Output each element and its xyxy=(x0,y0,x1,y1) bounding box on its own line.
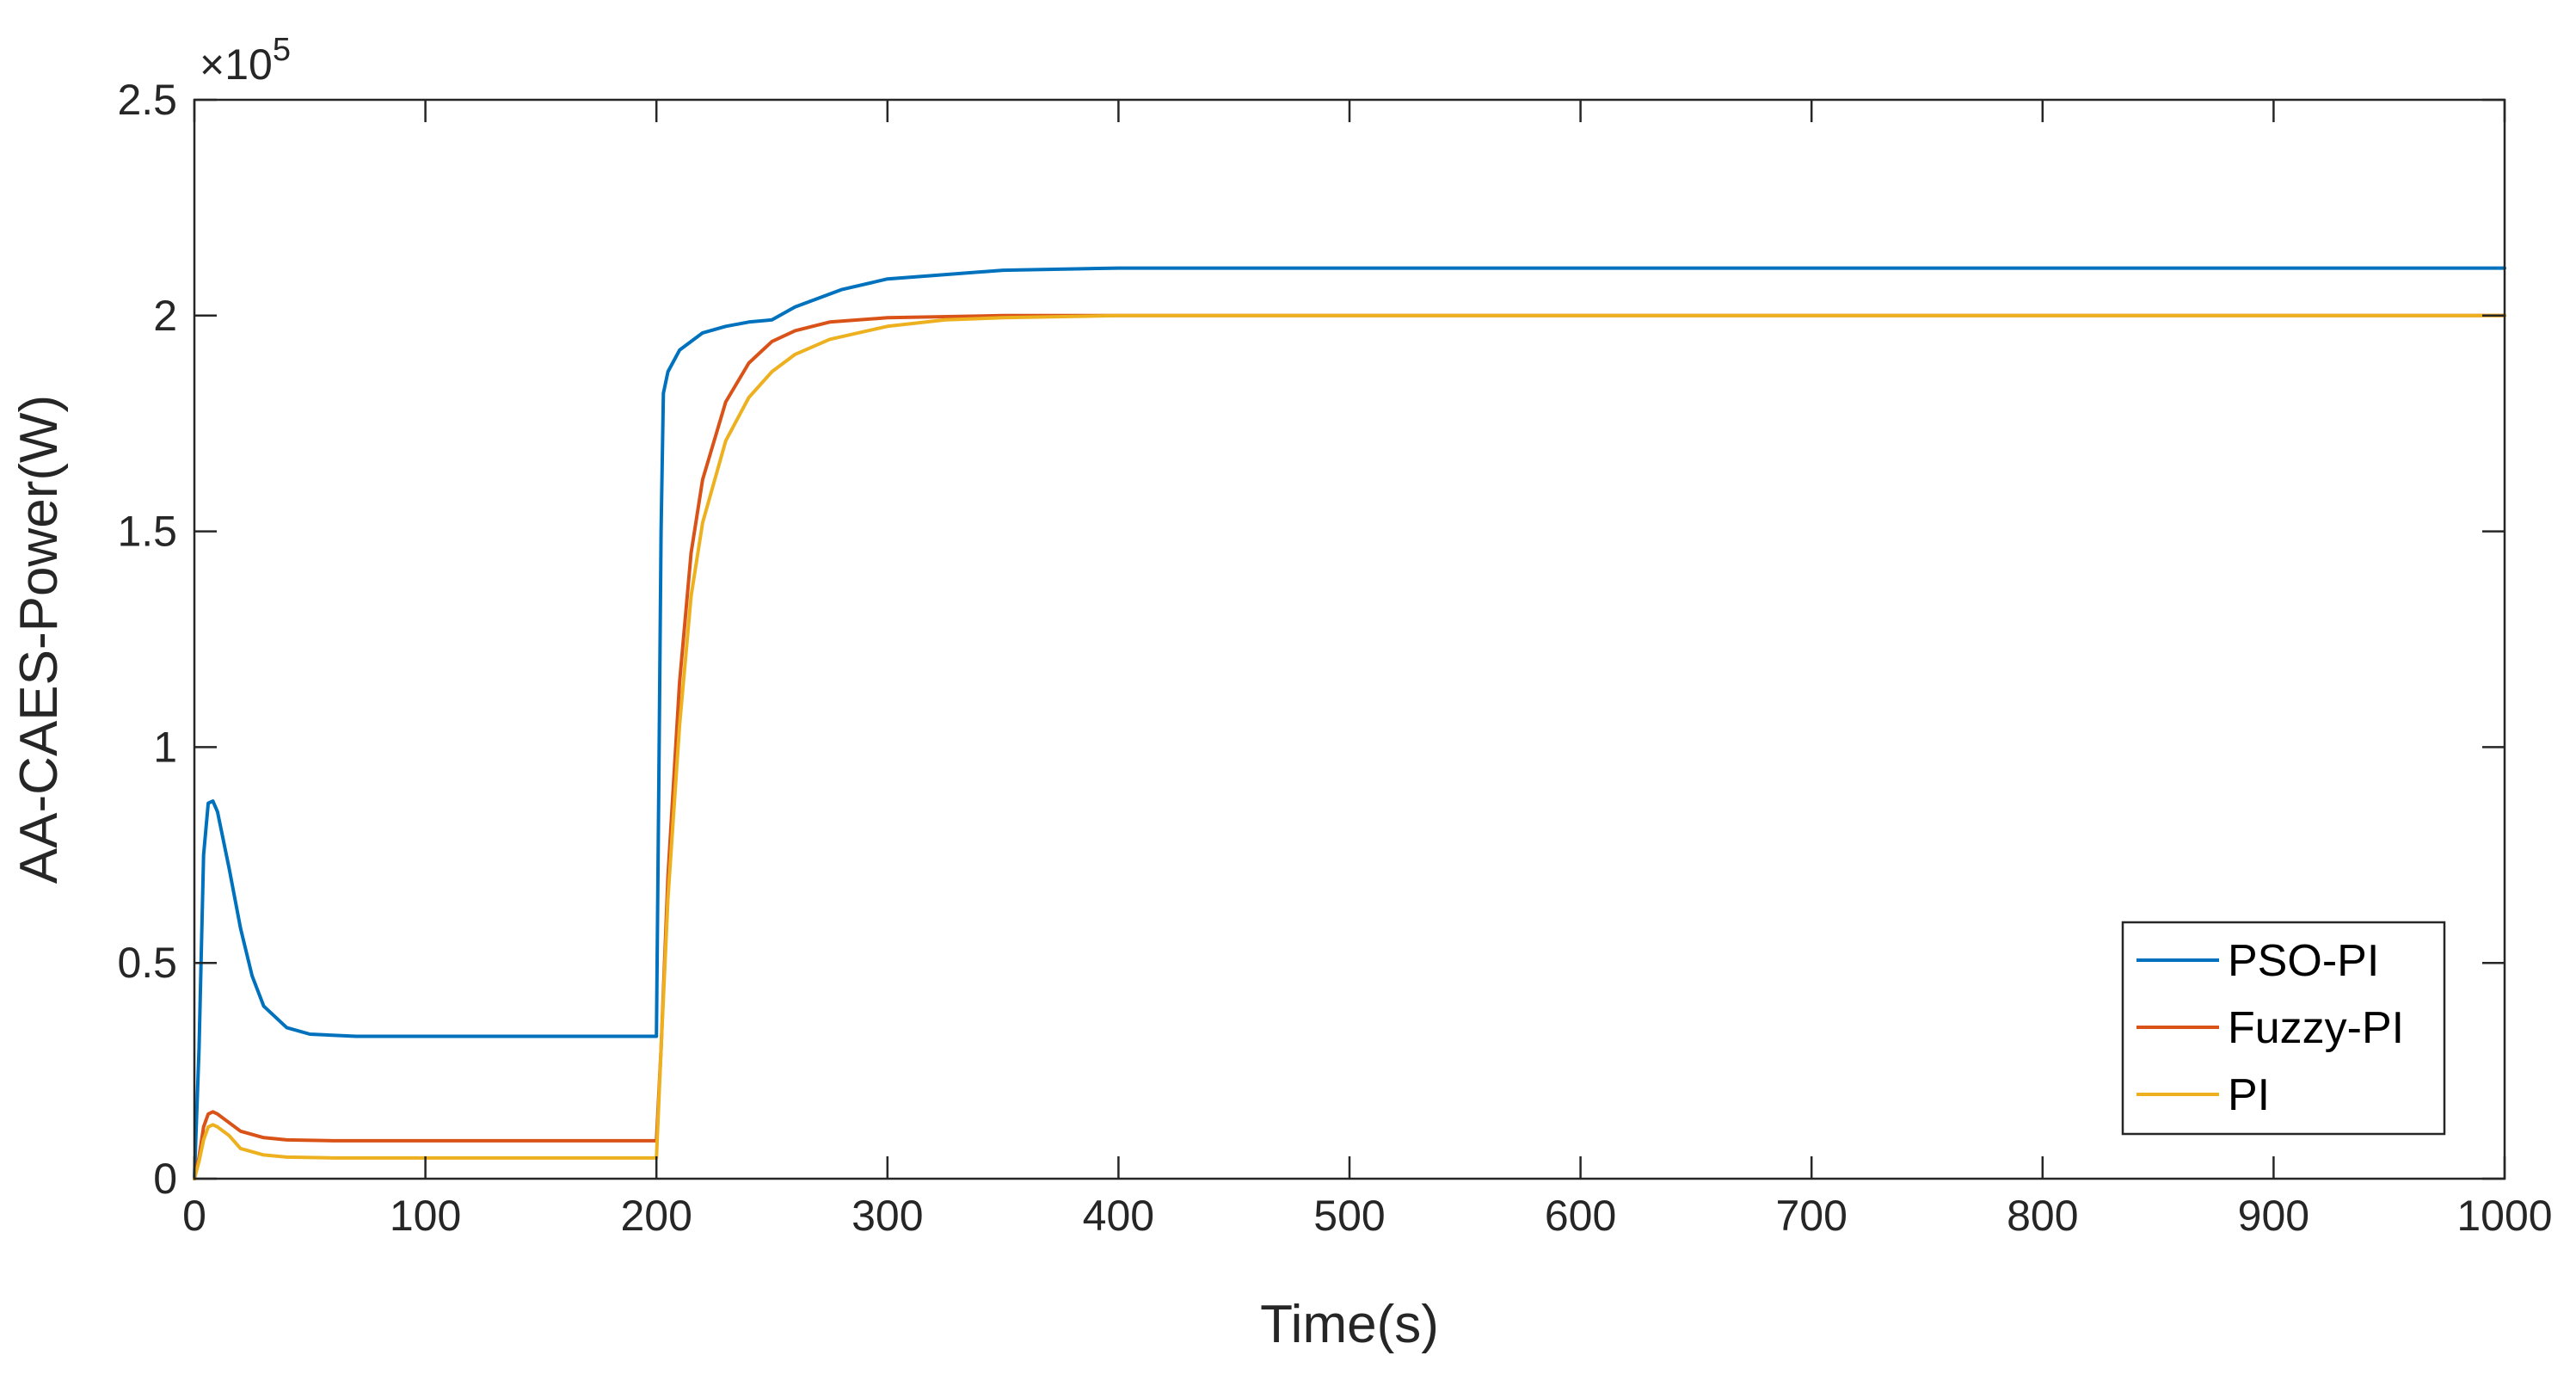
series-line-pi xyxy=(193,313,2506,1180)
y-tick-label: 0 xyxy=(153,1155,177,1203)
series-layer xyxy=(193,266,2506,1180)
axes-box xyxy=(193,98,2506,1180)
legend-label-pso-pi: PSO-PI xyxy=(2228,936,2379,986)
x-tick-label: 1000 xyxy=(2456,1192,2552,1240)
axes-background xyxy=(194,100,2505,1179)
legend: PSO-PI Fuzzy-PI PI xyxy=(2121,921,2446,1136)
y-tick-label: 2 xyxy=(153,292,177,340)
x-axis-label: Time(s) xyxy=(1260,1295,1439,1354)
x-tick-label: 700 xyxy=(1775,1192,1847,1240)
y-exponent-base: ×10 xyxy=(200,40,273,89)
x-tick-labels: 0 100 200 300 400 500 600 700 800 900 1000 xyxy=(182,1192,2553,1240)
tick-marks xyxy=(193,98,2506,1180)
legend-label-pi: PI xyxy=(2228,1070,2270,1120)
series-line-pso-pi xyxy=(193,266,2506,1180)
legend-label-fuzzy-pi: Fuzzy-PI xyxy=(2228,1003,2404,1053)
x-tick-label: 100 xyxy=(390,1192,461,1240)
x-tick-label: 200 xyxy=(620,1192,692,1240)
x-tick-label: 500 xyxy=(1313,1192,1385,1240)
y-tick-label: 1 xyxy=(153,723,177,771)
y-axis-label: AA-CAES-Power(W) xyxy=(9,395,69,884)
x-tick-label: 600 xyxy=(1545,1192,1616,1240)
y-exponent-power: 5 xyxy=(273,32,291,68)
y-tick-label: 2.5 xyxy=(117,76,177,124)
x-tick-label: 400 xyxy=(1083,1192,1154,1240)
x-tick-label: 0 xyxy=(182,1192,206,1240)
legend-items: PSO-PI Fuzzy-PI PI xyxy=(2136,936,2404,1120)
x-tick-label: 800 xyxy=(2007,1192,2078,1240)
x-tick-label: 300 xyxy=(851,1192,923,1240)
y-tick-label: 1.5 xyxy=(117,508,177,556)
plot-area xyxy=(193,98,2506,1180)
y-tick-label: 0.5 xyxy=(117,939,177,987)
y-tick-labels: 0 0.5 1 1.5 2 2.5 xyxy=(117,76,177,1203)
y-exponent-label: ×105 xyxy=(200,32,291,89)
x-tick-label: 900 xyxy=(2238,1192,2309,1240)
